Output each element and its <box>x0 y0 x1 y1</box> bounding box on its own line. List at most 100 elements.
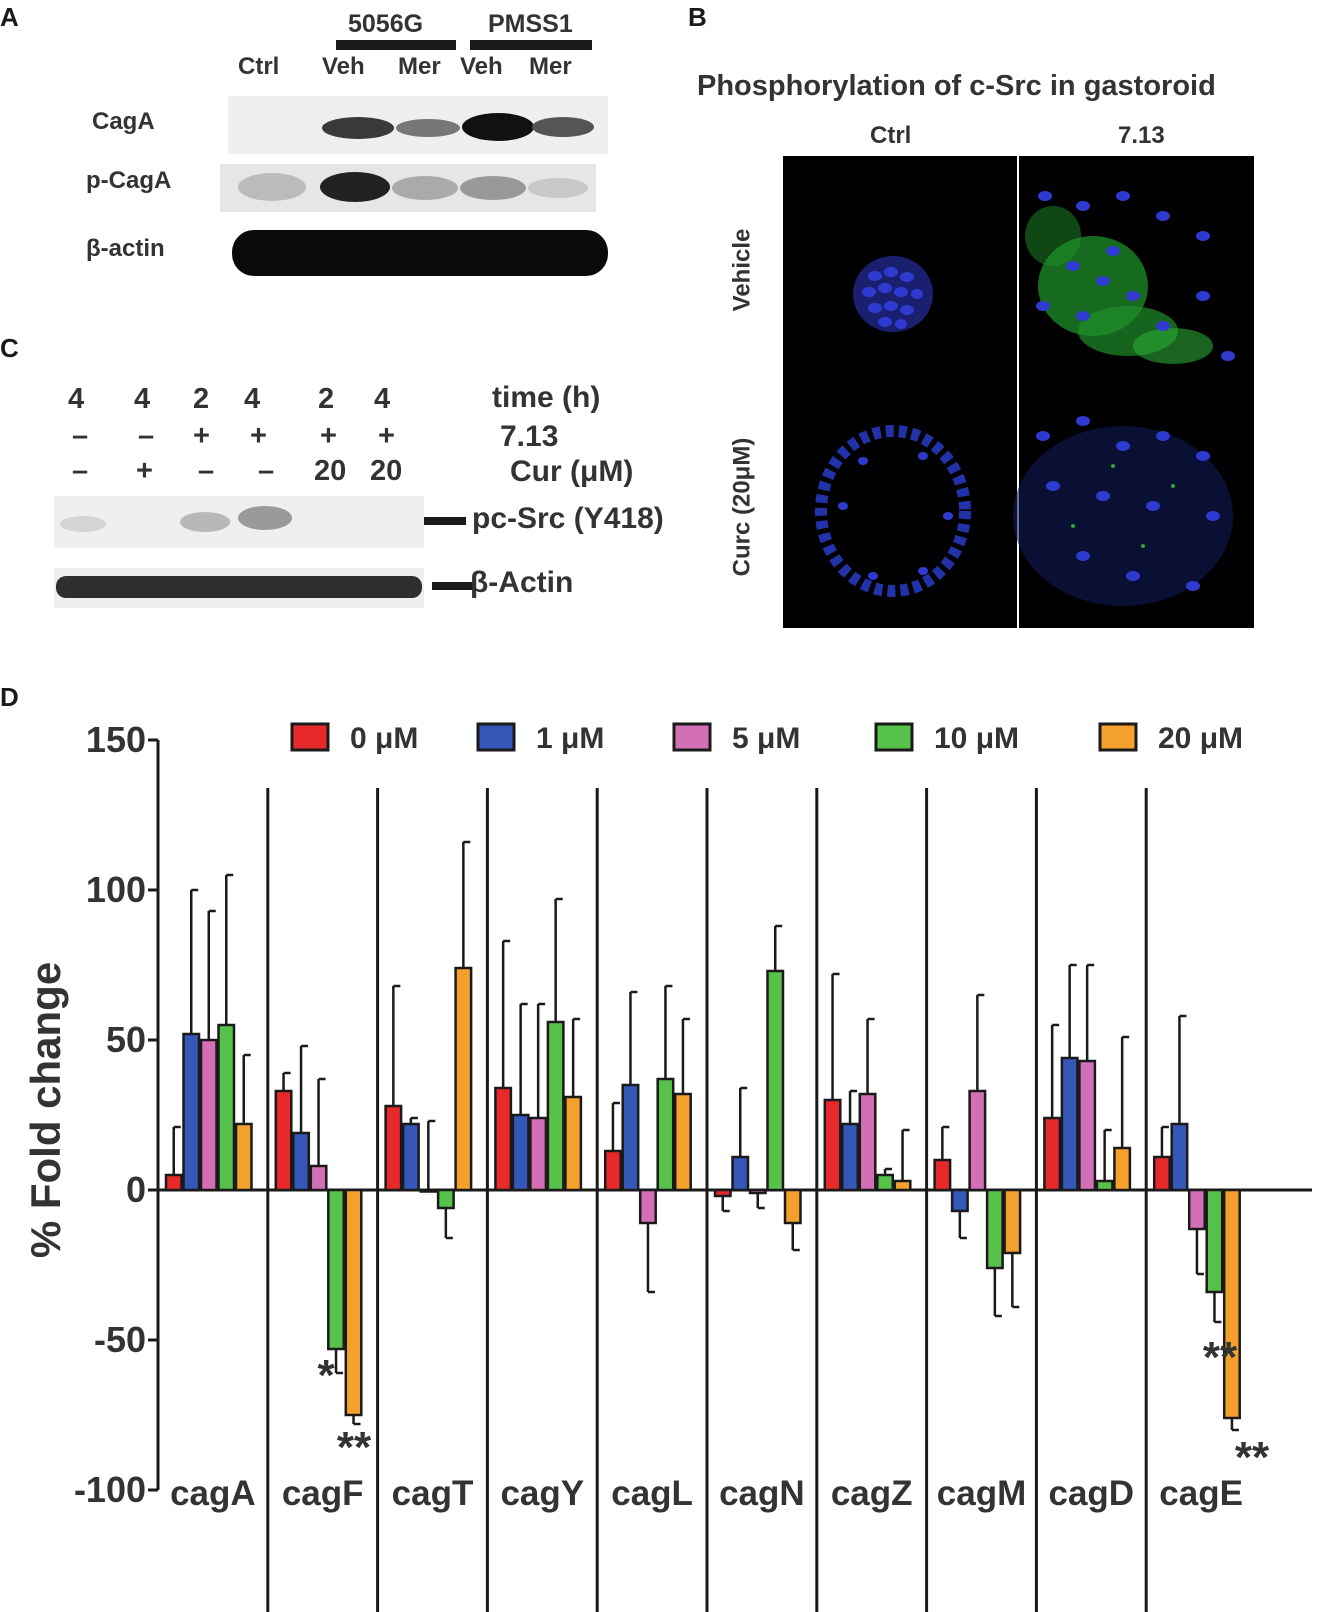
significance-marker: * <box>317 1351 335 1400</box>
cur-label: Cur (μM) <box>510 455 634 488</box>
bar <box>858 1092 877 1192</box>
significance-marker: ** <box>1203 1333 1238 1382</box>
bar <box>234 1122 253 1192</box>
micrograph-col-713: 7.13 <box>1118 122 1165 149</box>
y-axis-label: % Fold change <box>22 962 69 1258</box>
x-tick-label: cagL <box>611 1474 693 1513</box>
time-value: 2 <box>193 383 210 415</box>
x-tick-label: cagM <box>937 1474 1026 1513</box>
blot-label-p-caga: p-CagA <box>86 167 172 194</box>
bar <box>344 1188 363 1417</box>
blot-band <box>392 176 458 200</box>
bar <box>454 966 473 1192</box>
bar <box>621 1083 640 1192</box>
legend-label: 20 μM <box>1158 722 1243 755</box>
cur-value: – <box>258 455 275 487</box>
band-label-actin: β-Actin <box>470 566 574 599</box>
bar <box>893 1179 912 1192</box>
bar <box>1187 1188 1206 1231</box>
y-tick-label: -100 <box>74 1469 146 1510</box>
organoid-ctrl-vehicle <box>853 256 933 332</box>
x-tick-label: cagN <box>719 1474 805 1513</box>
bar <box>327 1188 346 1351</box>
blot-label-beta-actin: β-actin <box>86 235 165 262</box>
band-marker <box>424 517 466 525</box>
bar <box>713 1188 732 1198</box>
significance-marker: ** <box>337 1423 372 1472</box>
bar <box>1222 1188 1241 1420</box>
legend-label: 0 μM <box>350 722 418 755</box>
group-bar-pmss1 <box>470 40 592 50</box>
micrograph-title: Phosphorylation of c-Src in gastoroid <box>697 70 1216 102</box>
bar <box>384 1104 403 1192</box>
cur-value: + <box>136 455 153 487</box>
bar <box>731 1155 750 1192</box>
bar <box>1095 1179 1114 1192</box>
x-tick-label: cagY <box>500 1474 584 1513</box>
bar <box>638 1188 657 1225</box>
significance-marker: ** <box>1235 1433 1270 1482</box>
y-tick-label: 50 <box>106 1019 146 1060</box>
x-tick-label: cagZ <box>831 1474 913 1513</box>
bar <box>968 1089 987 1192</box>
band-label-pcsrc: pc-Src (Y418) <box>472 502 664 535</box>
legend-label: 10 μM <box>934 722 1019 755</box>
band-marker <box>432 582 474 590</box>
blot-band <box>396 119 460 137</box>
bar <box>766 969 785 1192</box>
cur-value: 20 <box>314 455 347 487</box>
organoid-713-vehicle <box>1025 191 1235 364</box>
time-value: 4 <box>374 383 391 415</box>
lane-label-veh-1: Veh <box>322 53 365 80</box>
y-tick-label: -50 <box>94 1319 146 1360</box>
legend-swatch <box>290 722 330 752</box>
y-tick-label: 150 <box>86 719 146 760</box>
legend-swatch <box>1098 722 1138 752</box>
bar <box>1043 1116 1062 1192</box>
time-value: 4 <box>68 383 85 415</box>
bar <box>673 1092 692 1192</box>
time-value: 4 <box>134 383 151 415</box>
organoid-ctrl-curc <box>815 425 971 597</box>
legend-swatch <box>476 722 516 752</box>
lane-label-veh-2: Veh <box>460 53 503 80</box>
micrograph-row-vehicle-wrap: Vehicle <box>722 156 762 384</box>
blot-band <box>460 176 526 200</box>
blot-band-actin <box>232 230 608 276</box>
lane-label-mer-2: Mer <box>529 53 572 80</box>
cur-value: 20 <box>370 455 403 487</box>
bar <box>1170 1122 1189 1192</box>
bar-chart: % Fold change 150 100 50 0 -50 -100 cagA cagF cag… <box>22 719 1312 1612</box>
bar <box>1078 1059 1097 1192</box>
panel-b-letter: B <box>688 2 707 32</box>
blot-band-actin <box>56 576 422 598</box>
bar <box>529 1116 548 1192</box>
group-label-5056g: 5056G <box>348 10 424 38</box>
agent-value: + <box>250 420 267 452</box>
bar <box>164 1173 183 1192</box>
legend-swatch <box>874 722 914 752</box>
blot-band <box>60 516 106 532</box>
bar <box>309 1164 328 1192</box>
bar <box>1060 1056 1079 1192</box>
bar <box>823 1098 842 1192</box>
time-value: 4 <box>244 383 261 415</box>
agent-value: + <box>193 420 210 452</box>
bar <box>603 1149 622 1192</box>
blot-band <box>462 113 534 141</box>
x-tick-label: cagT <box>392 1474 474 1513</box>
bar <box>274 1089 293 1192</box>
blot-band <box>238 506 292 530</box>
blot-band <box>322 117 394 139</box>
bar <box>656 1077 675 1192</box>
agent-label: 7.13 <box>500 420 559 453</box>
bar <box>748 1188 767 1195</box>
panel-a-letter: A <box>0 2 19 32</box>
legend-label: 1 μM <box>536 722 604 755</box>
x-tick-label: cagD <box>1049 1474 1135 1513</box>
bar <box>436 1188 455 1210</box>
agent-value: – <box>72 420 89 452</box>
bar <box>950 1188 969 1213</box>
bar <box>841 1122 860 1192</box>
legend-swatch <box>672 722 712 752</box>
